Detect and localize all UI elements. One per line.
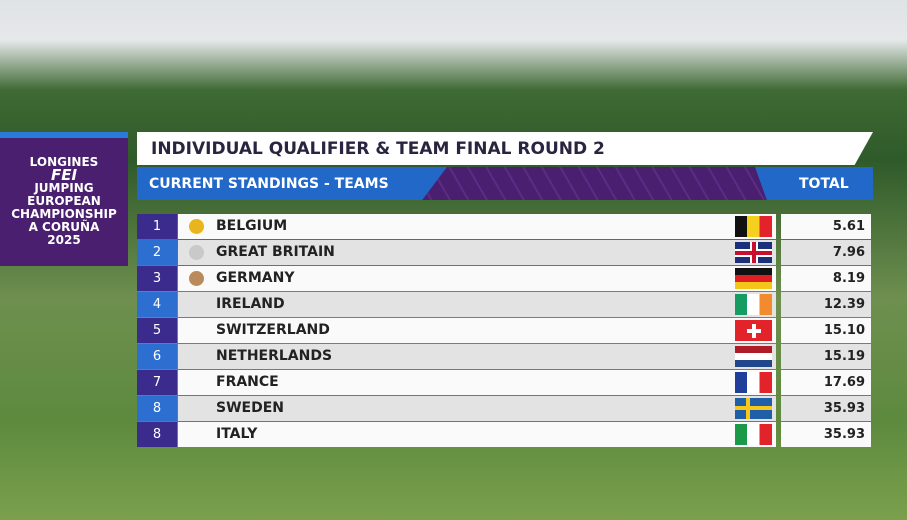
logo-line: FEI xyxy=(50,166,78,184)
total-cell: 5.61 xyxy=(781,214,871,239)
total-cell: 35.93 xyxy=(781,422,871,447)
rank-cell: 8 xyxy=(137,396,177,421)
logo-line: 2025 xyxy=(47,233,81,247)
total-cell: 12.39 xyxy=(781,292,871,317)
logo-line: JUMPING xyxy=(34,181,94,195)
team-name: GREAT BRITAIN xyxy=(178,240,776,265)
rank-cell: 8 xyxy=(137,422,177,447)
event-logo: LONGINES FEI JUMPING EUROPEAN CHAMPIONSHIP A … xyxy=(0,132,128,266)
flag-icon xyxy=(735,398,772,419)
logo-line: CHAMPIONSHIP xyxy=(11,207,117,221)
logo-line: A CORUÑA xyxy=(28,220,100,234)
medal-icon xyxy=(189,245,204,260)
team-name: SWEDEN xyxy=(178,396,776,421)
team-name: BELGIUM xyxy=(178,214,776,239)
flag-icon xyxy=(735,424,772,445)
flag-icon xyxy=(735,320,772,341)
rank-cell: 4 xyxy=(137,292,177,317)
rank-cell: 5 xyxy=(137,318,177,343)
total-cell: 17.69 xyxy=(781,370,871,395)
rank-cell: 7 xyxy=(137,370,177,395)
team-name: IRELAND xyxy=(178,292,776,317)
total-header: TOTAL xyxy=(755,167,873,200)
rank-cell: 6 xyxy=(137,344,177,369)
total-cell: 7.96 xyxy=(781,240,871,265)
team-name: FRANCE xyxy=(178,370,776,395)
team-name: GERMANY xyxy=(178,266,776,291)
rank-cell: 1 xyxy=(137,214,177,239)
rank-cell: 2 xyxy=(137,240,177,265)
medal-icon xyxy=(189,219,204,234)
title-bar: INDIVIDUAL QUALIFIER & TEAM FINAL ROUND … xyxy=(137,132,873,165)
rank-cell: 3 xyxy=(137,266,177,291)
team-name: NETHERLANDS xyxy=(178,344,776,369)
flag-icon xyxy=(735,346,772,367)
flag-icon xyxy=(735,242,772,263)
flag-icon xyxy=(735,268,772,289)
flag-icon xyxy=(735,294,772,315)
total-cell: 35.93 xyxy=(781,396,871,421)
team-name: ITALY xyxy=(178,422,776,447)
logo-line: LONGINES xyxy=(29,155,99,169)
flag-icon xyxy=(735,216,772,237)
total-cell: 15.19 xyxy=(781,344,871,369)
total-cell: 15.10 xyxy=(781,318,871,343)
subtitle: CURRENT STANDINGS - TEAMS xyxy=(137,167,447,200)
flag-icon xyxy=(735,372,772,393)
team-name: SWITZERLAND xyxy=(178,318,776,343)
total-cell: 8.19 xyxy=(781,266,871,291)
logo-line: EUROPEAN xyxy=(27,194,101,208)
medal-icon xyxy=(189,271,204,286)
